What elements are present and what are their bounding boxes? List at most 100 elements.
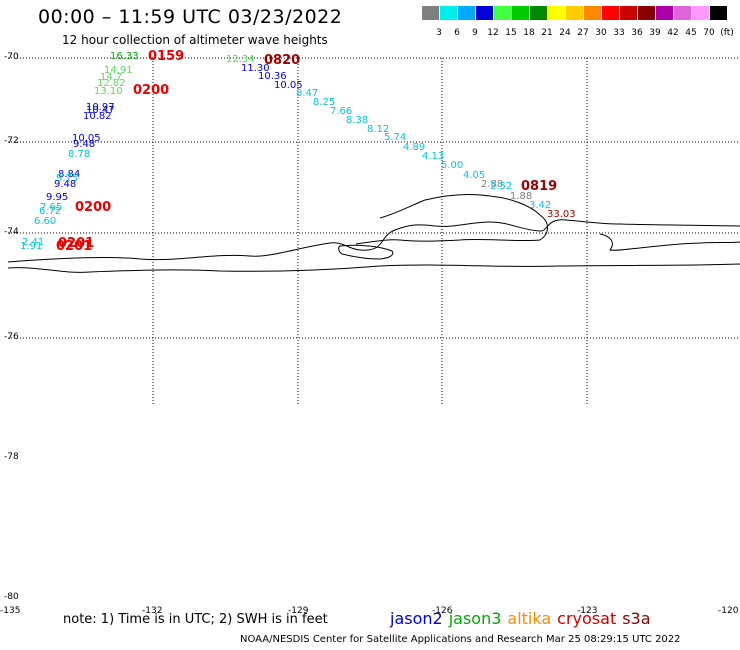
wave-height-value: 9.48	[73, 139, 96, 150]
wave-height-value: 10.05	[72, 133, 101, 144]
legend-swatch	[440, 6, 457, 20]
legend-swatch	[422, 6, 439, 20]
satellite-name-jason2: jason2	[390, 609, 443, 628]
wave-height-value: 2.88	[481, 179, 504, 190]
wave-height-value: 10.36	[258, 71, 287, 82]
legend-label: 30	[595, 28, 607, 38]
pass-time-label: 0200	[75, 200, 112, 215]
lon-label: -126	[432, 606, 453, 616]
pass-time-label: 0819	[521, 179, 558, 194]
wave-height-value: 7.65	[40, 202, 63, 213]
lat-label: -72	[4, 136, 19, 146]
legend-swatch	[548, 6, 565, 20]
wave-height-value: 8.38	[346, 115, 369, 126]
coastline-island	[338, 244, 394, 260]
wave-height-value: 1.91	[20, 241, 43, 252]
wave-height-value: 1.88	[510, 191, 533, 202]
map-subtitle: 12 hour collection of altimeter wave hei…	[62, 33, 328, 47]
legend-swatch	[512, 6, 529, 20]
lon-label: -120	[718, 606, 739, 616]
legend-label: 18	[523, 28, 535, 38]
pass-time-label: 0200	[133, 83, 170, 98]
wave-height-value: 4.05	[463, 170, 486, 181]
legend-label: 9	[472, 28, 478, 38]
lat-label: -70	[4, 52, 19, 62]
wave-height-value: 2.52	[490, 181, 513, 192]
wave-height-value: 8.25	[313, 97, 336, 108]
wave-height-value: 16.33	[110, 51, 139, 62]
lat-label: -78	[4, 452, 19, 462]
legend-swatch	[638, 6, 655, 20]
legend-label: 12	[487, 28, 499, 38]
wave-height-value: 10.97	[86, 102, 115, 113]
satellite-name-altika: altika	[507, 609, 552, 628]
legend-label: (ft)	[720, 28, 734, 38]
legend-label: 21	[541, 28, 553, 38]
legend-label: 42	[667, 28, 679, 38]
legend-swatch	[674, 6, 691, 20]
lon-label: -123	[577, 606, 598, 616]
lon-label: -135	[0, 606, 21, 616]
satellite-legend: jason2 jason3 altika cryosat s3a	[390, 609, 657, 628]
satellite-name-cryosat: cryosat	[557, 609, 617, 628]
coastline-south	[7, 263, 740, 273]
legend-swatch	[620, 6, 637, 20]
pass-time-label: 0820	[264, 53, 301, 68]
wave-height-value: 12.82	[97, 78, 126, 89]
wave-height-value: 2.41	[22, 237, 45, 248]
coastline-east-inlet	[599, 233, 740, 251]
wave-height-value: 8.78	[68, 149, 91, 160]
wave-height-value: 5.00	[441, 160, 464, 171]
wave-height-value: 3.42	[529, 200, 552, 211]
coastline-main	[7, 219, 740, 263]
graticule	[8, 57, 740, 405]
wave-height-value: 7.66	[330, 106, 353, 117]
legend-label: 33	[613, 28, 625, 38]
wave-height-value: 10.82	[83, 111, 112, 122]
legend-label: 36	[631, 28, 643, 38]
coastline	[7, 193, 740, 273]
legend-swatch	[710, 6, 727, 20]
footer-credit: NOAA/NESDIS Center for Satellite Applica…	[240, 634, 681, 645]
satellite-name-s3a: s3a	[622, 609, 651, 628]
wave-height-value: 9.95	[46, 192, 69, 203]
legend-label: 24	[559, 28, 571, 38]
wave-height-value: 6.72	[39, 206, 62, 217]
wave-height-value: 8.12	[367, 124, 390, 135]
legend-swatch	[584, 6, 601, 20]
ice-shelf-front	[355, 193, 548, 245]
legend-label: 39	[649, 28, 661, 38]
legend-label: 15	[505, 28, 517, 38]
wave-height-value: 8.47	[296, 88, 319, 99]
footer-note: note: 1) Time is in UTC; 2) SWH is in fe…	[63, 612, 328, 627]
wave-height-value: 6.60	[34, 216, 57, 227]
legend-swatch	[476, 6, 493, 20]
wave-height-value: 9.75	[56, 173, 79, 184]
legend-swatch	[494, 6, 511, 20]
wave-height-value: 8.84	[58, 169, 81, 180]
wave-height-value: 5.74	[384, 132, 407, 143]
lat-label: -80	[4, 592, 19, 602]
legend-label: 6	[454, 28, 460, 38]
lon-label: -129	[288, 606, 309, 616]
wave-height-value: 4.13	[422, 151, 445, 162]
legend-swatch	[458, 6, 475, 20]
pass-time-label: 0201	[58, 236, 95, 251]
wave-height-value: 10.47	[86, 105, 115, 116]
pass-time-label: 0201	[56, 239, 93, 254]
satellite-name-jason3: jason3	[448, 609, 502, 628]
wave-height-value: 9.48	[54, 179, 77, 190]
legend-swatch	[566, 6, 583, 20]
wave-height-value: 14.91	[104, 65, 133, 76]
wave-height-value: 4.89	[403, 142, 426, 153]
legend-swatch	[656, 6, 673, 20]
legend-swatch	[692, 6, 709, 20]
pass-time-label: 0159	[148, 49, 185, 64]
legend-label: 3	[436, 28, 442, 38]
wave-height-value: 33.03	[547, 209, 576, 220]
wave-height-value: 13.10	[94, 86, 123, 97]
lat-label: -74	[4, 227, 19, 237]
wave-height-value: 12.34	[226, 54, 255, 65]
legend-label: 27	[577, 28, 589, 38]
